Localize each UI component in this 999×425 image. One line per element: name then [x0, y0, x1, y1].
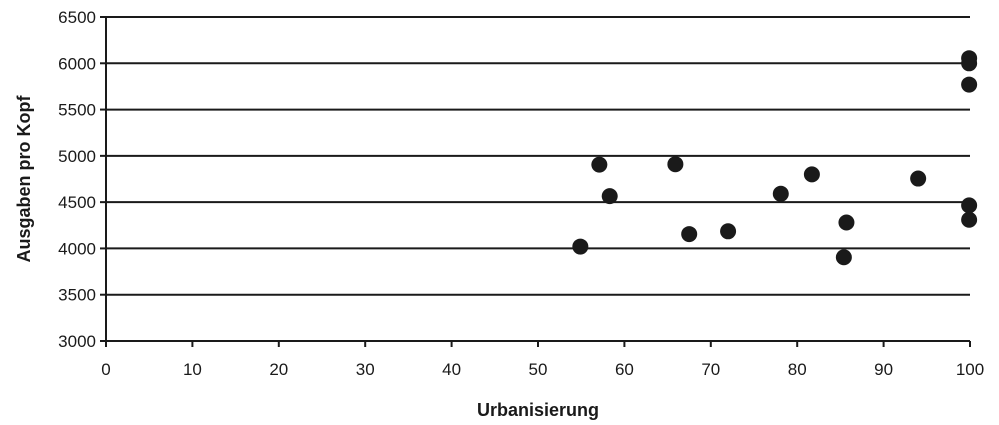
data-point	[681, 226, 698, 243]
x-tick-label: 60	[615, 360, 634, 379]
y-tick-label: 5500	[58, 101, 96, 120]
data-point	[803, 166, 820, 183]
x-tick-label: 70	[701, 360, 720, 379]
y-axis-title: Ausgaben pro Kopf	[14, 95, 34, 263]
gridlines	[106, 16, 970, 296]
x-tick-label: 0	[101, 360, 110, 379]
data-point	[838, 214, 855, 231]
x-tick-label: 100	[956, 360, 984, 379]
data-point	[772, 185, 789, 202]
y-tick-label: 4000	[58, 239, 96, 258]
x-axis-title: Urbanisierung	[477, 400, 599, 420]
data-point	[572, 238, 589, 255]
x-tick-label: 30	[356, 360, 375, 379]
x-tick-label: 90	[874, 360, 893, 379]
axes	[105, 17, 970, 342]
y-tick-label: 3500	[58, 286, 96, 305]
data-point	[591, 156, 608, 173]
y-tick-label: 5000	[58, 147, 96, 166]
x-tick-label: 40	[442, 360, 461, 379]
data-point	[835, 249, 852, 266]
y-tick-label: 3000	[58, 332, 96, 351]
y-tick-label: 6500	[58, 8, 96, 27]
data-points	[572, 50, 978, 266]
data-point	[961, 197, 978, 214]
data-point	[720, 223, 737, 240]
data-point	[601, 188, 618, 205]
data-point	[961, 76, 978, 93]
data-point	[910, 170, 927, 187]
x-tick-label: 20	[269, 360, 288, 379]
data-point	[961, 50, 978, 67]
y-tick-labels: 3000 3500 4000 4500 5000 5500 6000 6500	[58, 8, 106, 351]
x-tick-labels: 0 10 20 30 40 50 60 70 80 90 100	[101, 341, 984, 379]
data-point	[667, 156, 684, 173]
data-point	[961, 211, 978, 228]
x-tick-label: 10	[183, 360, 202, 379]
y-tick-label: 6000	[58, 54, 96, 73]
x-tick-label: 50	[529, 360, 548, 379]
y-tick-label: 4500	[58, 193, 96, 212]
x-tick-label: 80	[788, 360, 807, 379]
